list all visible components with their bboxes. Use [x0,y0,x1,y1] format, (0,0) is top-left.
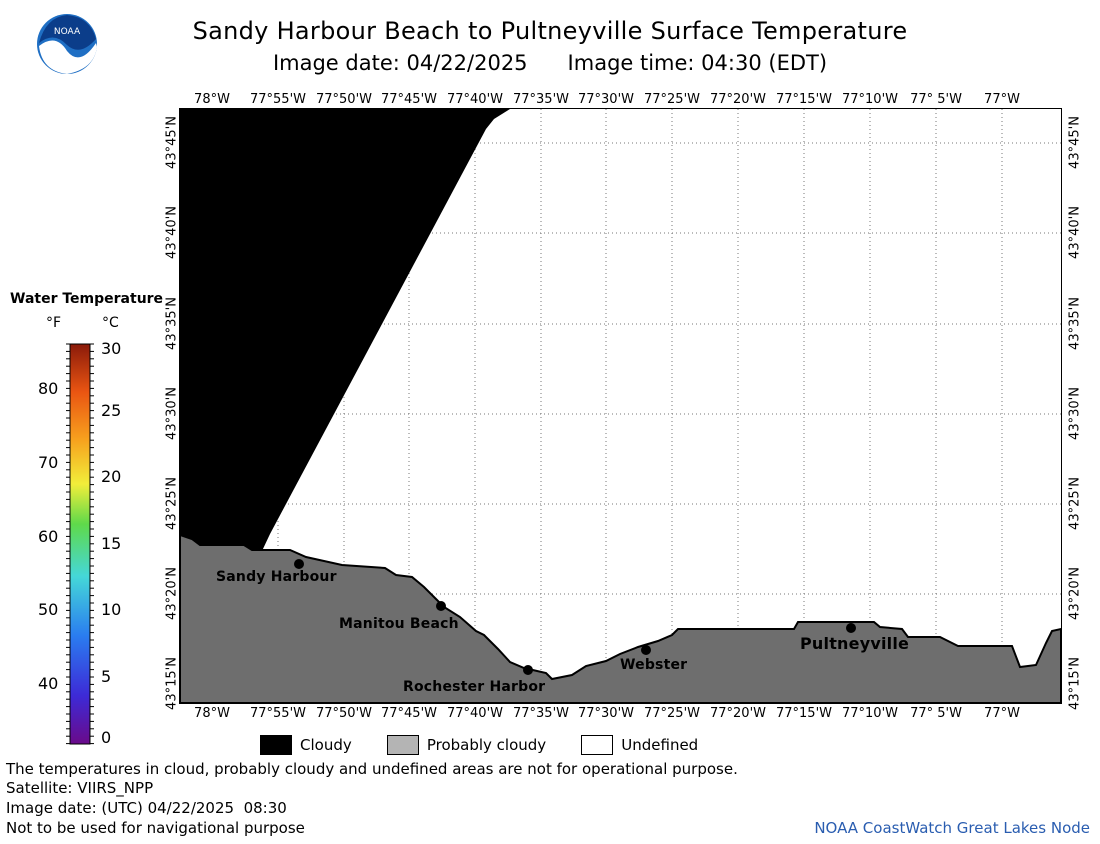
lon-label-top: 77°15'W [775,92,833,107]
lon-label-bottom: 77°55'W [249,706,307,721]
place-label: Rochester Harbor [403,679,546,695]
legend-title: Water Temperature [10,291,164,307]
legend-celsius-label: 15 [101,534,122,553]
undefined-label: Undefined [621,735,699,754]
cloudy-label: Cloudy [300,735,352,754]
place-marker [523,665,533,675]
lon-label-top: 77° 5'W [910,92,962,107]
legend-celsius-label: 30 [101,339,122,358]
legend-celsius-label: 0 [101,728,112,747]
lat-label-left: 43°20'N [164,567,180,620]
place-label: Pultneyville [800,634,910,653]
cloud-area [180,109,510,551]
lon-label-top: 78°W [194,92,230,107]
lon-label-top: 77°10'W [841,92,899,107]
legend-fahrenheit-label: 60 [38,527,59,546]
lon-label-top: 77°25'W [643,92,701,107]
lat-label-right: 43°40'N [1067,206,1083,259]
lon-label-bottom: 78°W [194,706,230,721]
probably-cloudy-label: Probably cloudy [426,735,547,754]
image-date-time: Image date: 04/22/2025 Image time: 04:30 … [0,51,1100,75]
map-border [179,108,1062,704]
legend-celsius-label: 20 [101,467,122,486]
lon-label-bottom: 77°20'W [709,706,767,721]
lon-label-top: 77°50'W [315,92,373,107]
lon-label-bottom: 77°40'W [446,706,504,721]
legend-celsius-label: 25 [101,401,122,420]
lon-label-bottom: 77°30'W [577,706,635,721]
image-date: Image date: 04/22/2025 [272,51,528,75]
utc-date-note: Image date: (UTC) 04/22/2025 08:30 [6,799,287,817]
legend-fahrenheit-label: 80 [38,379,59,398]
lat-label-left: 43°40'N [164,206,180,259]
legend-fahrenheit-label: 70 [38,453,59,472]
noaa-logo: NOAA [37,14,97,74]
noaa-logo-text: NOAA [54,27,81,37]
lat-label-right: 43°15'N [1067,657,1083,710]
legend-unit-f: °F [46,315,62,331]
place-label: Sandy Harbour [216,569,337,585]
temperature-colorbar [66,343,94,745]
land-area [180,533,1061,703]
lon-label-bottom: 77°15'W [775,706,833,721]
place-marker [436,601,446,611]
lon-label-top: 77°30'W [577,92,635,107]
map-key: Cloudy Probably cloudy Undefined [260,734,728,756]
image-time: Image time: 04:30 (EDT) [567,51,828,75]
lat-label-left: 43°15'N [164,657,180,710]
legend-celsius-label: 5 [101,667,112,686]
lat-label-right: 43°25'N [1067,477,1083,530]
lon-label-bottom: 77°10'W [841,706,899,721]
navigation-note: Not to be used for navigational purpose [6,819,305,837]
cloudy-swatch [260,734,292,755]
lon-label-bottom: 77°25'W [643,706,701,721]
disclaimer-note: The temperatures in cloud, probably clou… [6,760,738,778]
satellite-note: Satellite: VIIRS_NPP [6,779,154,797]
lon-label-top: 77°40'W [446,92,504,107]
lat-label-right: 43°45'N [1067,116,1083,169]
lon-label-bottom: 77°W [984,706,1020,721]
lat-label-left: 43°35'N [164,297,180,350]
lat-label-right: 43°30'N [1067,387,1083,440]
lon-label-top: 77°35'W [512,92,570,107]
place-marker [641,645,651,655]
lat-label-right: 43°35'N [1067,297,1083,350]
temperature-map [180,109,1061,703]
place-marker [294,559,304,569]
legend-celsius-label: 10 [101,600,122,619]
legend-unit-c: °C [102,315,119,331]
lon-label-bottom: 77°35'W [512,706,570,721]
probably-cloudy-swatch [386,734,419,755]
lon-label-top: 77°W [984,92,1020,107]
lat-label-left: 43°30'N [164,387,180,440]
lat-label-right: 43°20'N [1067,567,1083,620]
lon-label-bottom: 77° 5'W [910,706,962,721]
undefined-swatch [581,734,614,755]
lat-label-left: 43°45'N [164,116,180,169]
lon-label-bottom: 77°45'W [380,706,438,721]
legend-fahrenheit-label: 40 [38,674,59,693]
lon-label-bottom: 77°50'W [315,706,373,721]
lat-label-left: 43°25'N [164,477,180,530]
map-grid [180,109,1061,703]
lon-label-top: 77°20'W [709,92,767,107]
credit-text: NOAA CoastWatch Great Lakes Node [814,819,1090,837]
lon-label-top: 77°45'W [380,92,438,107]
place-label: Manitou Beach [339,616,459,632]
page-title: Sandy Harbour Beach to Pultneyville Surf… [192,17,908,45]
legend-fahrenheit-label: 50 [38,600,59,619]
lon-label-top: 77°55'W [249,92,307,107]
place-label: Webster [620,657,688,673]
place-marker [846,623,856,633]
